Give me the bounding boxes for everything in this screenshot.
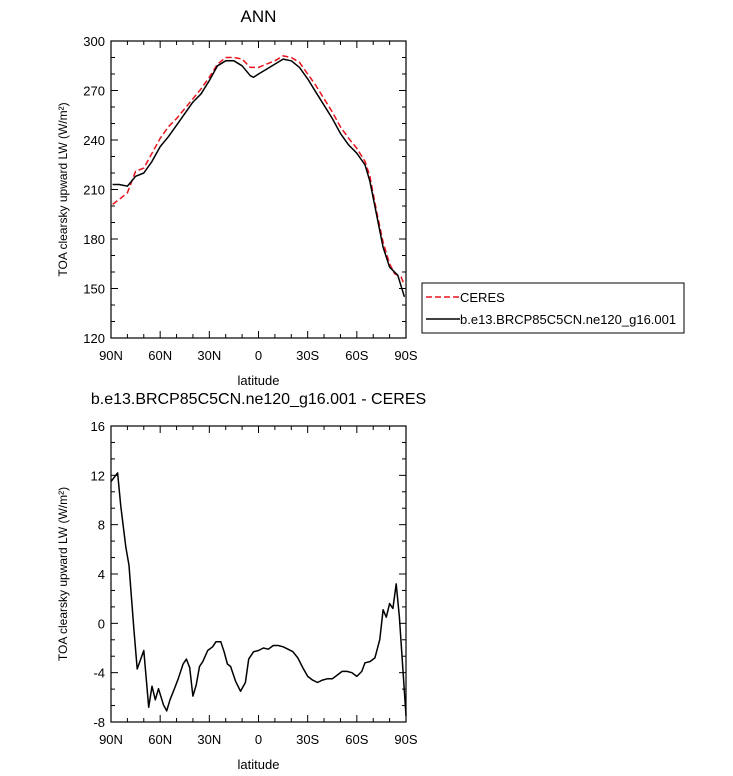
x-tick-label: 0 — [255, 732, 262, 747]
x-tick-label: 90S — [394, 732, 417, 747]
x-tick-label: 60S — [345, 348, 368, 363]
x-tick-label: 60S — [345, 732, 368, 747]
x-tick-label: 30S — [296, 732, 319, 747]
x-tick-label: 60N — [148, 732, 172, 747]
y-tick-label: 150 — [83, 282, 105, 297]
y-axis-label: TOA clearsky upward LW (W/m²) — [56, 102, 70, 276]
y-tick-label: 270 — [83, 84, 105, 99]
y-tick-label: 300 — [83, 34, 105, 49]
y-tick-label: -4 — [93, 666, 105, 681]
y-tick-label: 180 — [83, 232, 105, 247]
y-tick-label: 240 — [83, 133, 105, 148]
x-tick-label: 90N — [99, 732, 123, 747]
legend-frame — [421, 282, 685, 334]
series-line-2 — [112, 58, 406, 298]
plot-frame — [110, 425, 407, 723]
chart-title: b.e13.BRCP85C5CN.ne120_g16.001 - CERES — [91, 391, 426, 408]
x-tick-label: 90N — [99, 348, 123, 363]
y-tick-label: 8 — [98, 518, 105, 533]
series-line-1 — [110, 472, 407, 716]
x-tick-label: 30S — [296, 348, 319, 363]
x-tick-label: 0 — [255, 348, 262, 363]
x-tick-label: 30N — [197, 348, 221, 363]
legend-label-1: CERES — [460, 290, 505, 305]
y-axis-label: TOA clearsky upward LW (W/m²) — [56, 487, 70, 661]
y-tick-label: 16 — [91, 419, 105, 434]
legend: CERES b.e13.BRCP85C5CN.ne120_g16.001 — [421, 282, 685, 334]
chart-title: ANN — [241, 7, 277, 26]
legend-label-2: b.e13.BRCP85C5CN.ne120_g16.001 — [460, 312, 676, 327]
x-axis-label: latitude — [238, 373, 280, 388]
y-tick-label: -8 — [93, 715, 105, 730]
y-tick-label: 0 — [98, 616, 105, 631]
y-tick-label: 120 — [83, 331, 105, 346]
chart-panel-1: ANN 120 150 180 210 240 270 300 90N 60N 30N 0 30S 60S… — [56, 7, 418, 388]
x-tick-label: 60N — [148, 348, 172, 363]
series-line-1 — [112, 55, 406, 286]
y-tick-label: 210 — [83, 183, 105, 198]
x-axis-label: latitude — [238, 757, 280, 772]
y-tick-label: 4 — [98, 567, 105, 582]
y-tick-label: 12 — [91, 468, 105, 483]
x-tick-label: 90S — [394, 348, 417, 363]
chart-panel-2: b.e13.BRCP85C5CN.ne120_g16.001 - CERES -8… — [56, 391, 426, 772]
x-tick-label: 30N — [197, 732, 221, 747]
plot-frame — [110, 40, 407, 339]
